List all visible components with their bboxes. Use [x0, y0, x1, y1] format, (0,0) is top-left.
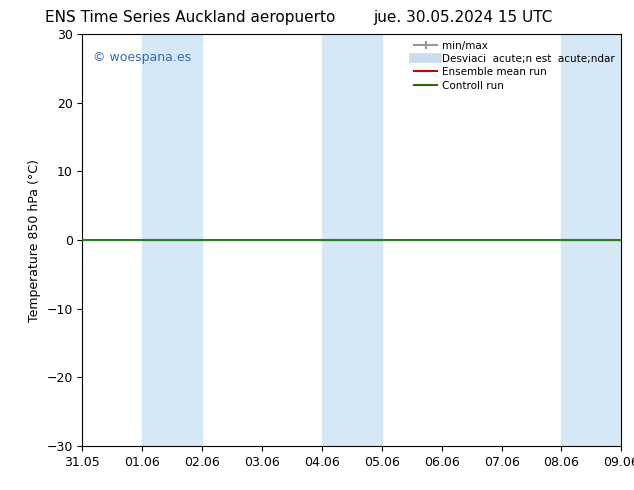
Y-axis label: Temperature 850 hPa (°C): Temperature 850 hPa (°C): [28, 159, 41, 321]
Bar: [322, 34, 382, 446]
Text: ENS Time Series Auckland aeropuerto: ENS Time Series Auckland aeropuerto: [45, 10, 335, 25]
Text: jue. 30.05.2024 15 UTC: jue. 30.05.2024 15 UTC: [373, 10, 552, 25]
Bar: [142, 34, 202, 446]
Bar: [562, 34, 621, 446]
Text: © woespana.es: © woespana.es: [93, 51, 191, 64]
Legend: min/max, Desviaci  acute;n est  acute;ndar, Ensemble mean run, Controll run: min/max, Desviaci acute;n est acute;ndar…: [410, 36, 619, 95]
